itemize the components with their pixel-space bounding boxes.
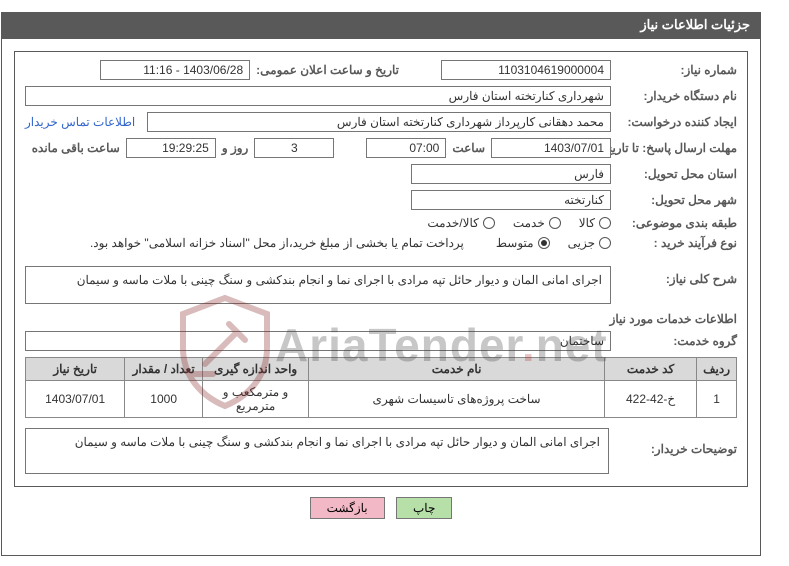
value-deadline-date: 1403/07/01: [491, 138, 611, 158]
label-province: استان محل تحویل:: [617, 167, 737, 181]
table-header: تاریخ نیاز: [26, 358, 125, 381]
label-hour: ساعت: [452, 141, 485, 155]
value-city: کنارتخته: [411, 190, 611, 210]
value-announce-datetime: 1403/06/28 - 11:16: [100, 60, 250, 80]
table-cell: ساخت پروژه‌های تاسیسات شهری: [309, 381, 605, 418]
label-announce-datetime: تاریخ و ساعت اعلان عمومی:: [256, 63, 399, 77]
label-need-number: شماره نیاز:: [617, 63, 737, 77]
radio-label: خدمت: [513, 216, 545, 230]
radio-icon: [599, 237, 611, 249]
radio-motavaset[interactable]: متوسط: [496, 236, 550, 250]
label-requester: ایجاد کننده درخواست:: [617, 115, 737, 129]
table-cell: خ-42-422: [605, 381, 697, 418]
radio-icon: [549, 217, 561, 229]
label-buyer-notes: توضیحات خریدار:: [617, 428, 737, 456]
value-countdown: 19:29:25: [126, 138, 216, 158]
radio-label: متوسط: [496, 236, 534, 250]
value-days-left: 3: [254, 138, 334, 158]
label-time-left: ساعت باقی مانده: [32, 141, 120, 155]
table-cell: 1000: [125, 381, 203, 418]
services-table: ردیفکد خدمتنام خدمتواحد اندازه گیریتعداد…: [25, 357, 737, 418]
panel-title: جزئیات اطلاعات نیاز: [2, 13, 760, 39]
radio-icon: [483, 217, 495, 229]
label-subject-class: طبقه بندی موضوعی:: [617, 216, 737, 230]
actions-bar: چاپ بازگشت: [2, 497, 760, 519]
back-button[interactable]: بازگشت: [310, 497, 385, 519]
value-buyer-org: شهرداری کنارتخته استان فارس: [25, 86, 611, 106]
value-need-number: 1103104619000004: [441, 60, 611, 80]
radio-khedmat[interactable]: خدمت: [513, 216, 561, 230]
table-cell: و مترمکعب و مترمربع: [203, 381, 309, 418]
radio-label: کالا/خدمت: [427, 216, 478, 230]
outer-frame: جزئیات اطلاعات نیاز AriaTender.net شماره…: [1, 12, 761, 556]
label-city: شهر محل تحویل:: [617, 193, 737, 207]
table-cell: 1403/07/01: [26, 381, 125, 418]
section-service-info: اطلاعات خدمات مورد نیاز: [25, 312, 737, 326]
table-row: 1خ-42-422ساخت پروژه‌های تاسیسات شهریو مت…: [26, 381, 737, 418]
radio-label: جزیی: [568, 236, 595, 250]
details-frame: AriaTender.net شماره نیاز: 1103104619000…: [14, 51, 748, 487]
summary-text: اجرای امانی المان و دیوار حائل تپه مرادی…: [77, 273, 602, 287]
buy-type-note: پرداخت تمام یا بخشی از مبلغ خرید،از محل …: [90, 236, 464, 250]
radio-icon: [599, 217, 611, 229]
radio-label: کالا: [579, 216, 595, 230]
radio-icon: [538, 237, 550, 249]
label-buyer-org: نام دستگاه خریدار:: [617, 89, 737, 103]
buyer-notes-text: اجرای امانی المان و دیوار حائل تپه مرادی…: [75, 435, 600, 449]
value-province: فارس: [411, 164, 611, 184]
buyer-contact-link[interactable]: اطلاعات تماس خریدار: [25, 115, 135, 129]
table-header: کد خدمت: [605, 358, 697, 381]
table-header: تعداد / مقدار: [125, 358, 203, 381]
label-service-group: گروه خدمت:: [617, 334, 737, 348]
value-service-group: ساختمان: [25, 331, 611, 351]
table-header: واحد اندازه گیری: [203, 358, 309, 381]
radio-jozi[interactable]: جزیی: [568, 236, 611, 250]
buy-type-group: جزیی متوسط: [496, 236, 611, 250]
radio-kala[interactable]: کالا: [579, 216, 611, 230]
buyer-notes-box: اجرای امانی المان و دیوار حائل تپه مرادی…: [25, 428, 609, 474]
radio-kala-khedmat[interactable]: کالا/خدمت: [427, 216, 494, 230]
summary-box: اجرای امانی المان و دیوار حائل تپه مرادی…: [25, 266, 611, 304]
table-cell: 1: [697, 381, 737, 418]
label-buy-type: نوع فرآیند خرید :: [617, 236, 737, 250]
print-button[interactable]: چاپ: [396, 497, 452, 519]
label-summary: شرح کلی نیاز:: [617, 264, 737, 286]
table-header: نام خدمت: [309, 358, 605, 381]
subject-class-group: کالا خدمت کالا/خدمت: [427, 216, 611, 230]
label-deadline: مهلت ارسال پاسخ: تا تاریخ:: [617, 141, 737, 155]
value-requester: محمد دهقانی کارپرداز شهرداری کنارتخته اس…: [147, 112, 611, 132]
table-header: ردیف: [697, 358, 737, 381]
label-days-and: روز و: [222, 141, 249, 155]
value-deadline-hour: 07:00: [366, 138, 446, 158]
